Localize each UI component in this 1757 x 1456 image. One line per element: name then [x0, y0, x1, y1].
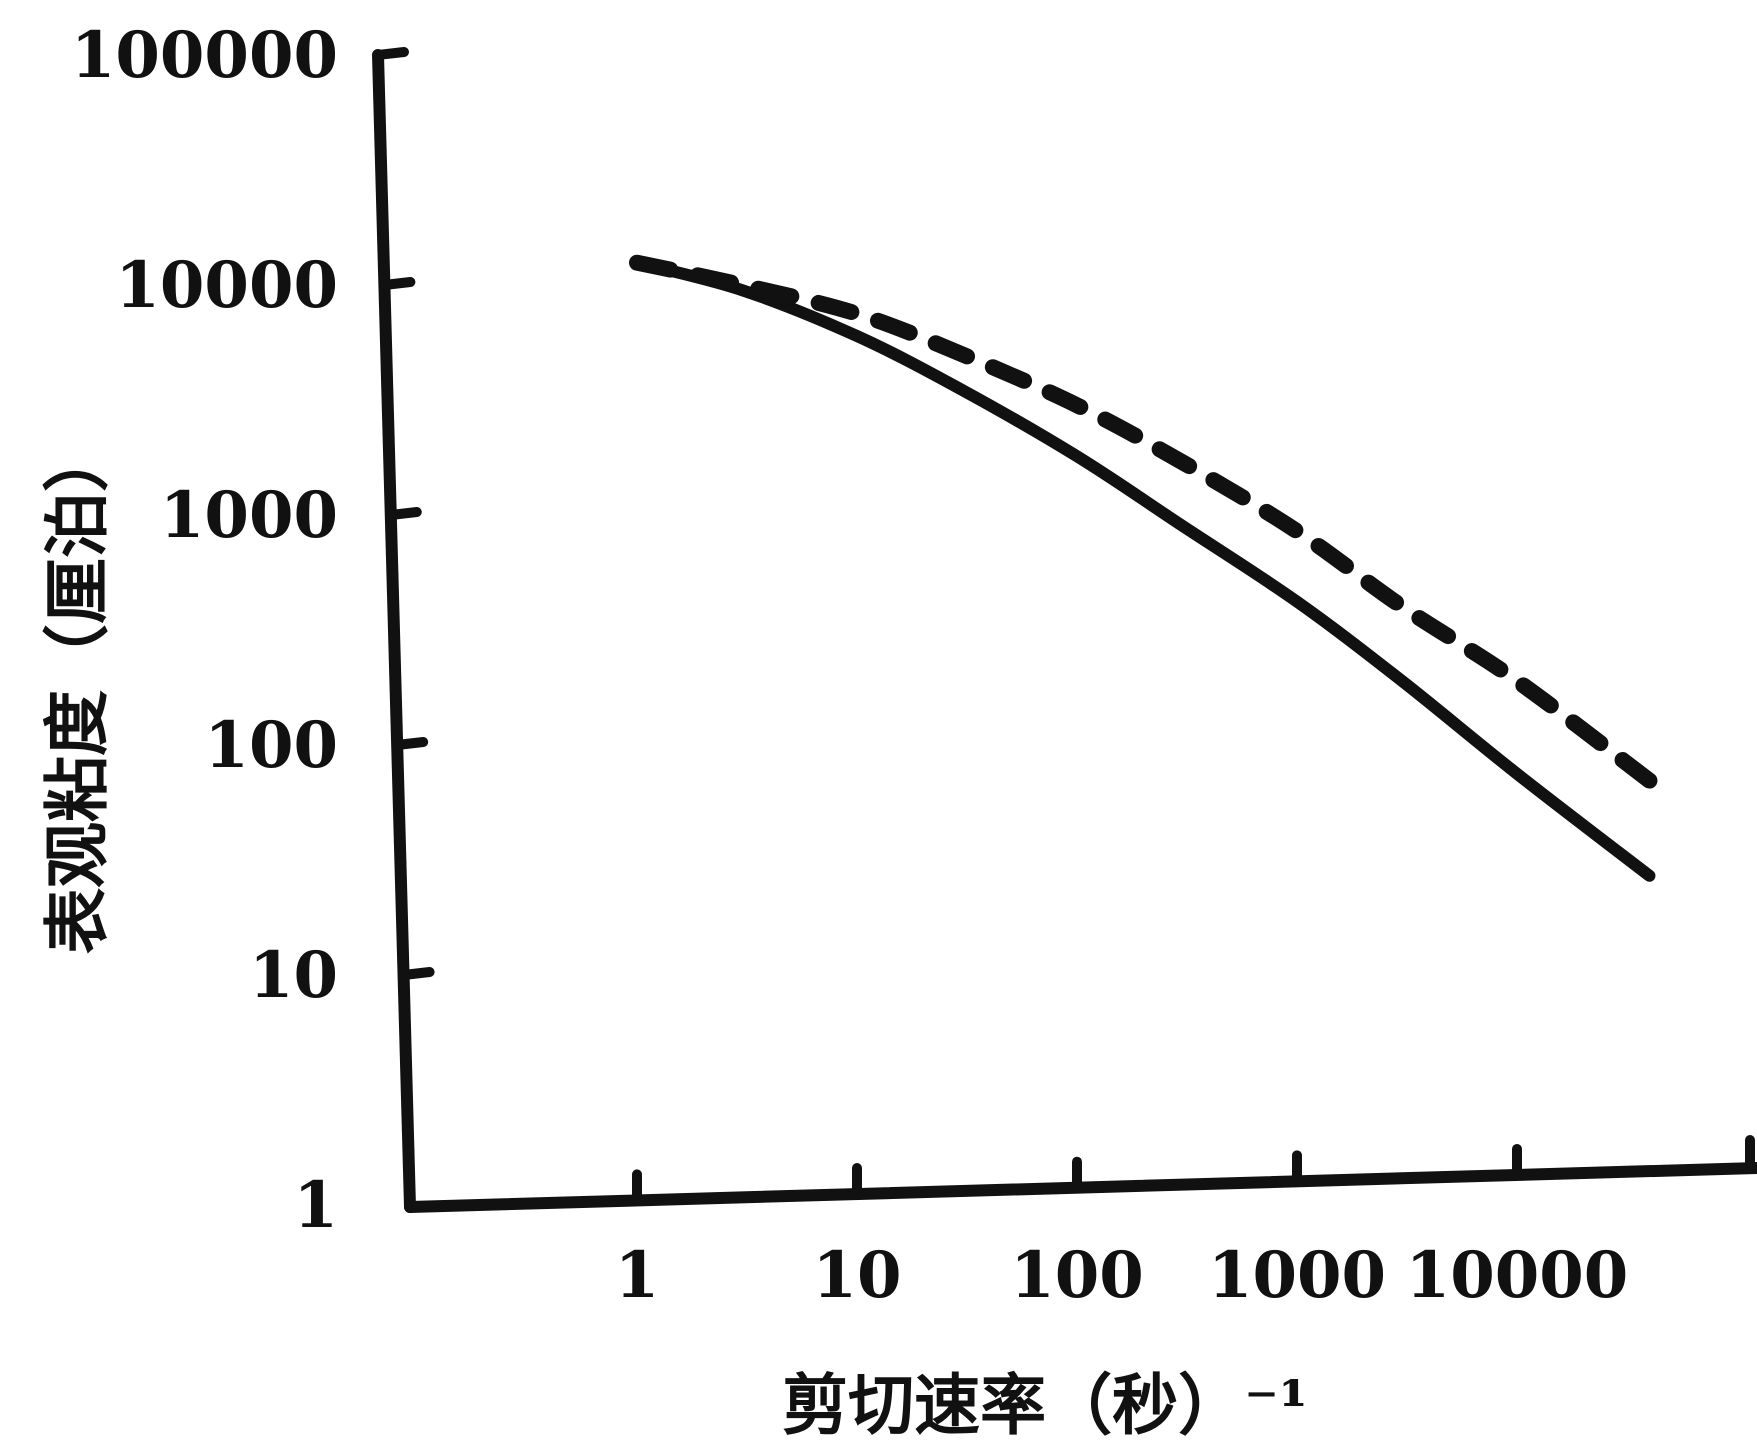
solid-series-line [631, 256, 1656, 882]
y-tick-label: 100000 [71, 18, 338, 93]
y-axis-line [372, 49, 416, 1213]
y-tick-label: 100 [204, 708, 338, 783]
tick-labels: 1 10 100 1000 10000 100000 1 10 100 1000 10000 [71, 18, 1629, 1313]
y-tick-label: 10000 [115, 248, 338, 323]
x-tick-label: 10 [812, 1238, 901, 1313]
y-tick-label: 1000 [160, 478, 338, 553]
x-tick-label: 100 [1010, 1238, 1144, 1313]
dashed-series-line [629, 254, 1658, 789]
y-tick-mark [385, 507, 422, 520]
x-tick-label: 10000 [1406, 1238, 1629, 1313]
series-layer [629, 254, 1658, 882]
x-axis-line [404, 1162, 1757, 1213]
x-tick-label: 1 [615, 1238, 660, 1313]
x-tick-label: 1000 [1208, 1238, 1386, 1313]
ticks [373, 47, 1755, 1206]
axes [372, 49, 1757, 1213]
y-tick-mark [392, 737, 429, 750]
y-tick-mark [379, 277, 416, 290]
y-tick-label: 10 [249, 938, 338, 1013]
y-tick-mark [373, 47, 409, 60]
x-axis-title: 剪切速率（秒）⁻¹ [782, 1366, 1308, 1444]
y-axis-title: 表观粘度（厘泊） [38, 426, 116, 954]
y-tick-mark [398, 967, 435, 980]
y-tick-label: 1 [293, 1168, 338, 1243]
